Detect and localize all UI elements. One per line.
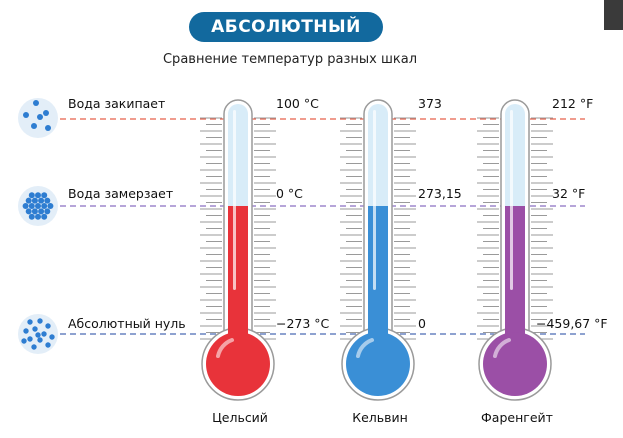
molecules-liquid-icon xyxy=(18,186,58,226)
celsius-boiling: 100 °C xyxy=(276,96,319,111)
fahrenheit-boiling: 212 °F xyxy=(552,96,594,111)
fahrenheit-absolute-zero: −459,67 °F xyxy=(536,316,608,331)
thermometer-fahrenheit xyxy=(477,99,553,401)
scale-name-fahrenheit: Фаренгейт xyxy=(481,410,553,425)
corner-decoration xyxy=(604,0,623,30)
page-title: АБСОЛЮТНЫЙ НУЛЬ xyxy=(189,12,383,67)
kelvin-boiling: 373 xyxy=(418,96,442,111)
scale-name-celsius: Цельсий xyxy=(212,410,268,425)
celsius-absolute-zero: −273 °C xyxy=(276,316,330,331)
scale-name-kelvin: Кельвин xyxy=(352,410,408,425)
thermometer-celsius xyxy=(200,99,276,401)
page-subtitle: Сравнение температур разных шкал xyxy=(162,52,418,67)
celsius-freezing: 0 °C xyxy=(276,186,303,201)
molecules-gas-icon xyxy=(18,98,58,138)
row-label-boiling: Вода закипает xyxy=(68,96,166,111)
molecules-still-icon xyxy=(18,314,58,354)
row-label-freezing: Вода замерзает xyxy=(68,186,174,201)
row-label-absolute-zero: Абсолютный нуль xyxy=(68,316,186,331)
kelvin-freezing: 273,15 xyxy=(418,186,462,201)
fahrenheit-freezing: 32 °F xyxy=(552,186,586,201)
kelvin-absolute-zero: 0 xyxy=(418,316,426,331)
thermometer-kelvin xyxy=(340,99,416,401)
